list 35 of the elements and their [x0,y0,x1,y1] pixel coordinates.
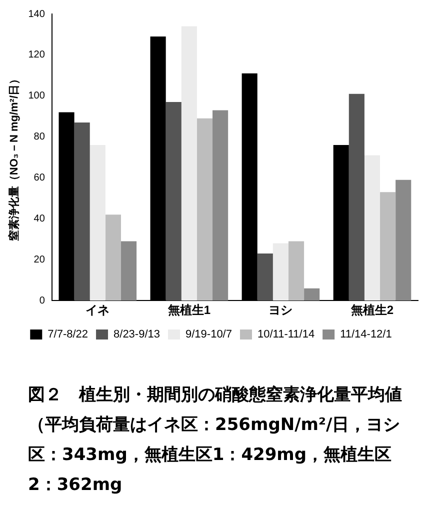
y-tick-label: 140 [28,8,46,20]
x-tick-label: 無植生2 [350,303,394,318]
y-tick-label: 0 [39,295,46,306]
bar [166,102,182,301]
y-tick-label: 120 [28,50,46,61]
y-tick-label: 20 [34,254,46,266]
y-tick-label: 100 [28,90,46,102]
caption: 図２ 植生別・期間別の硝酸態窒素浄化量平均値（平均負荷量はイネ区：256mgN/m²/日，ヨシ区：343mg，無植生区1：429mg，無植生区2：362mg [28,384,403,497]
y-tick-label: 60 [34,172,46,184]
x-tick-label: イネ [86,303,110,318]
legend-label: 9/19-10/7 [186,328,232,341]
y-axis-title: 窒素浄化量（NO₃－N mg/m²/日） [8,73,21,242]
bar [74,122,90,301]
bar [396,180,412,301]
bar [196,118,213,301]
bar [272,243,288,301]
legend-label: 7/7-8/22 [48,328,88,341]
bar [120,241,137,301]
legend-label: 10/11-11/14 [257,328,315,341]
bar [304,288,320,301]
bar [105,214,121,301]
legend-label: 8/23-9/13 [114,328,160,341]
bar [364,155,380,301]
y-tick-label: 80 [34,132,46,143]
bar [257,254,273,301]
bar [212,110,228,301]
bar [348,94,364,301]
y-tick-label: 40 [34,213,46,224]
x-tick-label: 無植生1 [166,303,211,318]
x-tick-label: ヨシ [268,303,293,318]
bar [90,145,106,301]
bar [181,26,197,301]
bar [380,192,396,301]
bar [288,241,304,301]
legend-label: 11/14-12/1 [340,328,392,341]
